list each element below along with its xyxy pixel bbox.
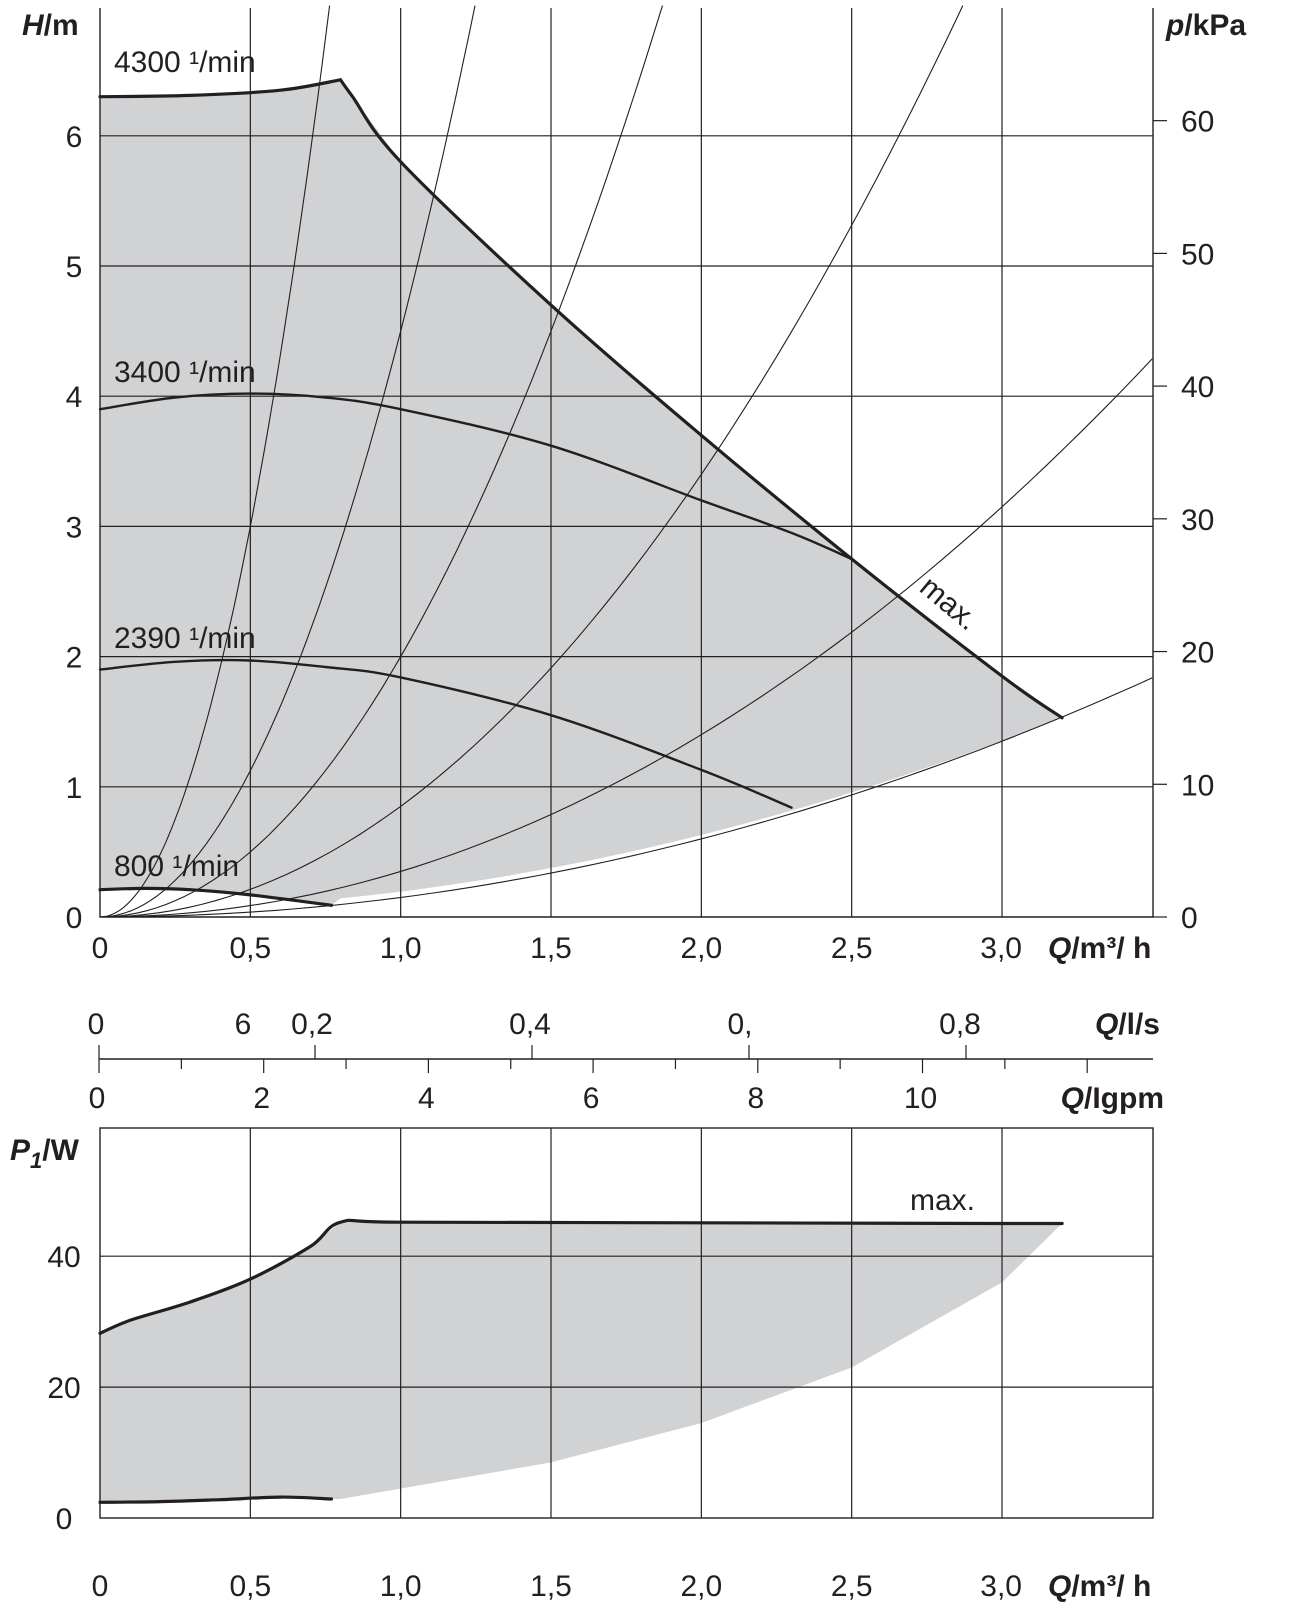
- x-tick-label: 0: [92, 1570, 109, 1603]
- y-right-tick-label: 40: [1181, 371, 1214, 404]
- x-tick-label: 1,0: [380, 1570, 422, 1603]
- x-tick-label: 2,0: [680, 1570, 722, 1603]
- x-axis-title: Q/m³/ h: [1048, 932, 1151, 965]
- max-power-curve: [98, 1218, 1064, 1335]
- system-curve: [99, 5, 664, 918]
- system-curve: [99, 5, 476, 918]
- power-flow-chart: max. 0 20 40 0 0,5 1,0 1,5 2,0 2,5 3,0 P1/W Q/m³/ h: [10, 1127, 1154, 1603]
- power-area: [100, 1222, 1063, 1503]
- y-right-axis-title: p/kPa: [1165, 9, 1246, 42]
- speed-4300-label: 4300 ¹/min: [114, 46, 256, 79]
- y-left-tick-label: 2: [66, 642, 83, 675]
- x-tick-label: 0,5: [229, 932, 271, 965]
- igpm-axis-title: Q/Igpm: [1061, 1082, 1164, 1115]
- x-tick-label: 2,0: [680, 932, 722, 965]
- igpm-tick-label: 10: [904, 1082, 937, 1115]
- max-label: max.: [910, 1184, 975, 1217]
- y-left-tick-label: 6: [66, 121, 83, 154]
- speed-4300-curve: [98, 78, 343, 99]
- y-left-axis-title: H/m: [22, 9, 79, 42]
- speed-2390-label: 2390 ¹/min: [114, 622, 256, 655]
- max-curve: [338, 78, 1064, 720]
- y-right-tick-label: 60: [1181, 106, 1214, 139]
- y-right-tick-label: 50: [1181, 238, 1214, 271]
- y-axis-title: P1/W: [10, 1134, 80, 1173]
- speed-3400-curve: [98, 392, 853, 561]
- ls-tick-label: 6: [235, 1008, 252, 1041]
- x-tick-label: 3,0: [980, 932, 1022, 965]
- system-curve: [99, 5, 331, 918]
- system-curve: [99, 677, 1153, 918]
- x-tick-label: 1,5: [530, 932, 572, 965]
- igpm-tick-label: 2: [253, 1082, 270, 1115]
- speed-800-label: 800 ¹/min: [114, 850, 239, 883]
- x-tick-label: 3,0: [980, 1570, 1022, 1603]
- x-tick-label: 1,0: [380, 932, 422, 965]
- igpm-tick-label: 8: [747, 1082, 764, 1115]
- x-axis-title: Q/m³/ h: [1048, 1570, 1151, 1603]
- y-tick-label: 40: [47, 1241, 80, 1274]
- speed-2390-curve: [98, 658, 793, 809]
- system-curve: [99, 5, 964, 918]
- x-tick-label: 2,5: [831, 1570, 873, 1603]
- speed-3400-label: 3400 ¹/min: [114, 356, 256, 389]
- x-tick-label: 0,5: [229, 1570, 271, 1603]
- igpm-tick-label: 0: [89, 1082, 106, 1115]
- x-tick-label: 1,5: [530, 1570, 572, 1603]
- y-right-tick-label: 0: [1181, 902, 1198, 935]
- y-left-tick-label: 1: [66, 772, 83, 805]
- y-tick-label: 0: [56, 1503, 73, 1536]
- y-left-tick-label: 3: [66, 511, 83, 544]
- y-left-tick-label: 4: [66, 381, 83, 414]
- ls-tick-label: 0,: [727, 1008, 752, 1041]
- speed-800-curve: [98, 886, 334, 907]
- plot-frame: [99, 8, 1154, 918]
- flow-conversion-axes: 0 6 0,2 0,4 0, 0,8 0 2 4 6 8 10 Q/l/s Q/Igpm: [88, 1008, 1164, 1115]
- plot-frame: [99, 1127, 1154, 1519]
- x-tick-label: 2,5: [831, 932, 873, 965]
- ls-tick-label: 0,8: [939, 1008, 981, 1041]
- system-curve: [99, 358, 1153, 918]
- y-right-tick-label: 30: [1181, 504, 1214, 537]
- y-right-tick-label: 20: [1181, 637, 1214, 670]
- operating-area: [100, 79, 1063, 906]
- ls-axis-title: Q/l/s: [1095, 1008, 1160, 1041]
- ls-tick-label: 0: [88, 1008, 105, 1041]
- ls-tick-label: 0,2: [291, 1008, 333, 1041]
- igpm-tick-label: 6: [583, 1082, 600, 1115]
- x-tick-label: 0: [92, 932, 109, 965]
- min-power-curve: [98, 1495, 334, 1504]
- ls-tick-label: 0,4: [509, 1008, 551, 1041]
- y-left-tick-label: 0: [66, 902, 83, 935]
- igpm-tick-label: 4: [418, 1082, 435, 1115]
- y-left-tick-label: 5: [66, 251, 83, 284]
- y-right-tick-label: 10: [1181, 769, 1214, 802]
- y-tick-label: 20: [47, 1372, 80, 1405]
